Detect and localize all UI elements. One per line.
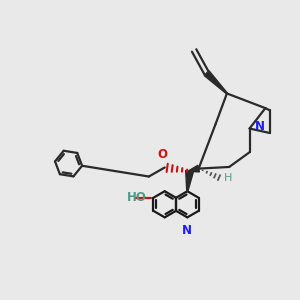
Polygon shape xyxy=(186,170,194,191)
Text: N: N xyxy=(255,120,265,133)
Polygon shape xyxy=(204,71,227,94)
Text: N: N xyxy=(182,224,192,237)
Text: H: H xyxy=(224,173,232,183)
Text: HO: HO xyxy=(127,191,147,204)
Polygon shape xyxy=(190,165,200,172)
Text: O: O xyxy=(158,148,167,161)
